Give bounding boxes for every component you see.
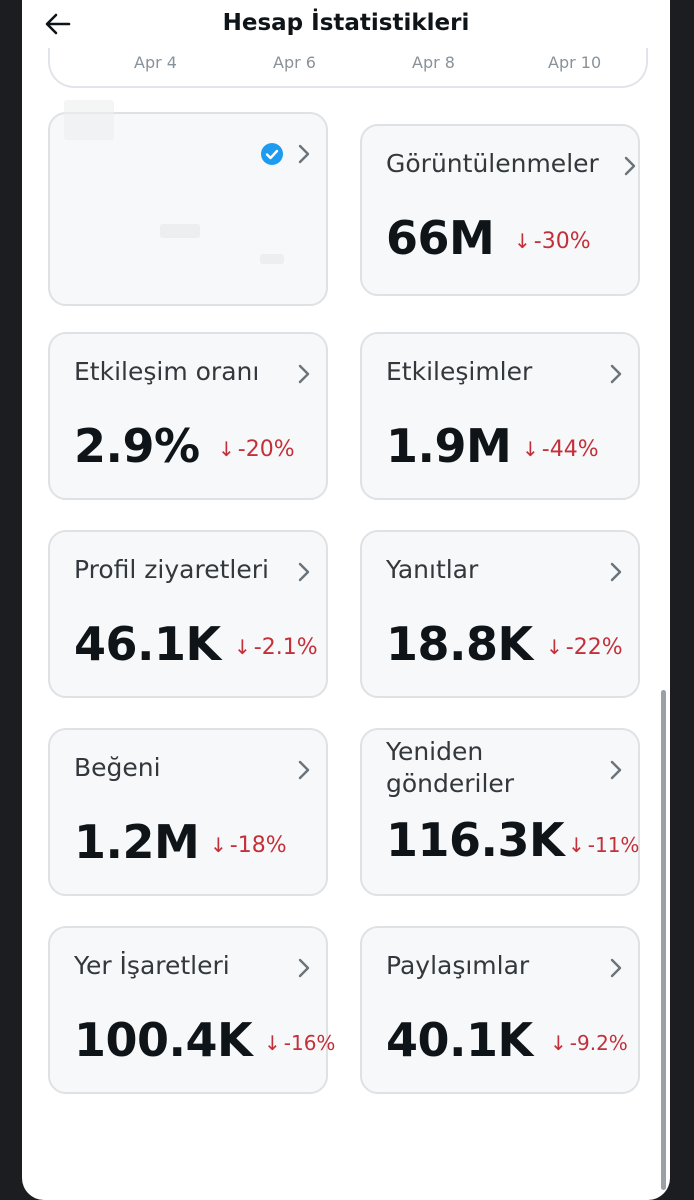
metric-card-views[interactable]: Görüntülenmeler 66M ↓ -30% [360, 124, 640, 296]
date-label: Apr 8 [412, 53, 455, 72]
chevron-right-icon [298, 760, 310, 780]
arrow-down-icon: ↓ [210, 833, 227, 857]
arrow-down-icon: ↓ [514, 229, 531, 253]
delta-value: -11% [587, 833, 640, 857]
arrow-down-icon: ↓ [568, 833, 585, 857]
arrow-down-icon: ↓ [234, 635, 251, 659]
metric-delta: ↓ -44% [522, 435, 599, 464]
metric-delta: ↓ -16% [264, 1029, 335, 1057]
chevron-right-icon [298, 144, 310, 164]
arrow-down-icon: ↓ [264, 1031, 281, 1055]
chevron-right-icon [298, 562, 310, 582]
scrollbar[interactable] [661, 690, 666, 1190]
chevron-right-icon [298, 364, 310, 384]
metric-delta: ↓ -11% [568, 831, 639, 859]
metric-value: 2.9% [74, 419, 200, 473]
page-title: Hesap İstatistikleri [222, 10, 470, 36]
metric-value: 66M [386, 211, 495, 265]
metric-value: 116.3K [386, 813, 565, 867]
delta-value: -16% [283, 1031, 336, 1055]
redacted-area [64, 100, 114, 140]
metric-delta: ↓ -30% [514, 227, 591, 256]
delta-value: -18% [229, 833, 287, 858]
chevron-right-icon [610, 760, 622, 780]
metric-value: 1.2M [74, 815, 200, 869]
metric-card-replies[interactable]: Yanıtlar 18.8K ↓ -22% [360, 530, 640, 698]
back-button[interactable] [42, 8, 74, 40]
metric-value: 100.4K [74, 1013, 253, 1067]
delta-value: -9.2% [569, 1031, 628, 1055]
metric-value: 40.1K [386, 1013, 533, 1067]
metric-card-likes[interactable]: Beğeni 1.2M ↓ -18% [48, 728, 328, 896]
metric-value: 1.9M [386, 419, 512, 473]
metric-card-profile-visits[interactable]: Profil ziyaretleri 46.1K ↓ -2.1% [48, 530, 328, 698]
metric-card-engagement-rate[interactable]: Etkileşim oranı 2.9% ↓ -20% [48, 332, 328, 500]
metric-value: 18.8K [386, 617, 533, 671]
arrow-down-icon: ↓ [546, 635, 563, 659]
chevron-right-icon [610, 562, 622, 582]
metric-card-bookmarks[interactable]: Yer İşaretleri 100.4K ↓ -16% [48, 926, 335, 1094]
chevron-right-icon [298, 958, 310, 978]
account-card[interactable] [48, 100, 328, 306]
arrow-down-icon: ↓ [550, 1031, 567, 1055]
delta-value: -2.1% [253, 635, 318, 660]
metric-label: Yanıtlar [386, 555, 479, 584]
redacted-area [260, 254, 284, 264]
arrow-down-icon: ↓ [218, 437, 235, 461]
metric-label: Görüntülenmeler [386, 149, 599, 178]
metric-value: 46.1K [74, 617, 221, 671]
arrow-left-icon [45, 13, 71, 35]
metric-card-engagements[interactable]: Etkileşimler 1.9M ↓ -44% [360, 332, 640, 500]
delta-value: -30% [533, 229, 591, 254]
delta-value: -44% [541, 437, 599, 462]
metric-delta: ↓ -9.2% [550, 1029, 628, 1057]
metric-label: Etkileşimler [386, 357, 533, 386]
verified-badge-icon [261, 143, 283, 165]
metric-delta: ↓ -22% [546, 633, 623, 662]
chevron-right-icon [624, 156, 636, 176]
account-stats-screen: Apr 4 Apr 6 Apr 8 Apr 10 Hesap İstatisti… [22, 0, 670, 1200]
delta-value: -20% [237, 437, 295, 462]
date-label: Apr 6 [273, 53, 316, 72]
date-label: Apr 4 [134, 53, 177, 72]
top-bar: Hesap İstatistikleri [22, 0, 670, 48]
redacted-area [160, 224, 200, 238]
metric-label: Profil ziyaretleri [74, 555, 269, 584]
arrow-down-icon: ↓ [522, 437, 539, 461]
metric-card-shares[interactable]: Paylaşımlar 40.1K ↓ -9.2% [360, 926, 640, 1094]
metric-label: Paylaşımlar [386, 951, 530, 980]
metric-delta: ↓ -18% [210, 831, 287, 860]
metric-label: Etkileşim oranı [74, 357, 260, 386]
date-label: Apr 10 [548, 53, 602, 72]
metric-label: Yeniden gönderiler [386, 737, 515, 798]
chevron-right-icon [610, 958, 622, 978]
metric-delta: ↓ -2.1% [234, 633, 318, 662]
metric-delta: ↓ -20% [218, 435, 295, 464]
metric-label: Beğeni [74, 753, 161, 782]
delta-value: -22% [565, 635, 623, 660]
metric-label: Yer İşaretleri [74, 951, 230, 980]
chevron-right-icon [610, 364, 622, 384]
metric-card-reposts[interactable]: Yeniden gönderiler 116.3K ↓ -11% [360, 728, 640, 896]
